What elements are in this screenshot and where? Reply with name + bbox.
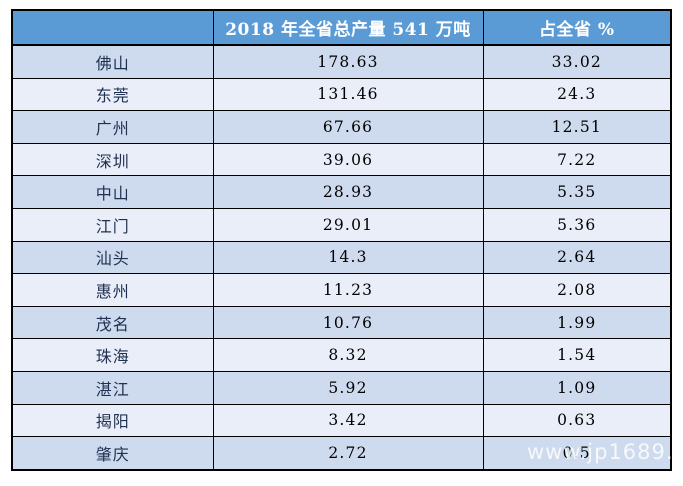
- production-cell: 29.01: [212, 207, 484, 242]
- city-cell: 湛江: [11, 370, 214, 405]
- share-cell: 1.54: [482, 338, 672, 372]
- city-cell: 佛山: [11, 44, 214, 79]
- city-cell: 中山: [11, 175, 214, 209]
- share-cell: 0.5: [482, 436, 672, 471]
- table-row: 揭阳 3.42 0.63: [11, 403, 672, 438]
- share-cell: 5.36: [482, 207, 672, 242]
- table-row: 珠海 8.32 1.54: [11, 338, 672, 372]
- production-cell: 131.46: [212, 77, 484, 112]
- city-cell: 惠州: [11, 273, 214, 307]
- table-row: 深圳 39.06 7.22: [11, 142, 672, 177]
- table-row: 汕头 14.3 2.64: [11, 240, 672, 275]
- table-body: 佛山 178.63 33.02 东莞 131.46 24.3 广州 67.66 …: [11, 44, 672, 471]
- table-row: 江门 29.01 5.36: [11, 207, 672, 242]
- production-cell: 39.06: [212, 142, 484, 177]
- table-row: 肇庆 2.72 0.5: [11, 436, 672, 471]
- header-cell-blank: [11, 9, 214, 46]
- city-cell: 揭阳: [11, 403, 214, 438]
- production-cell: 2.72: [212, 436, 484, 471]
- production-cell: 10.76: [212, 305, 484, 340]
- city-cell: 汕头: [11, 240, 214, 275]
- share-cell: 1.09: [482, 370, 672, 405]
- production-table: 2018 年全省总产量 541 万吨 占全省 % 佛山 178.63 33.02…: [11, 9, 672, 471]
- production-cell: 5.92: [212, 370, 484, 405]
- table-row: 佛山 178.63 33.02: [11, 44, 672, 79]
- header-cell-production: 2018 年全省总产量 541 万吨: [212, 9, 484, 46]
- table-row: 惠州 11.23 2.08: [11, 273, 672, 307]
- city-cell: 肇庆: [11, 436, 214, 471]
- table-row: 湛江 5.92 1.09: [11, 370, 672, 405]
- city-cell: 广州: [11, 110, 214, 144]
- header-cell-share: 占全省 %: [482, 9, 672, 46]
- city-cell: 深圳: [11, 142, 214, 177]
- production-cell: 67.66: [212, 110, 484, 144]
- table-row: 广州 67.66 12.51: [11, 110, 672, 144]
- production-table-container: 2018 年全省总产量 541 万吨 占全省 % 佛山 178.63 33.02…: [11, 9, 672, 471]
- table-header-row: 2018 年全省总产量 541 万吨 占全省 %: [11, 9, 672, 46]
- table-row: 茂名 10.76 1.99: [11, 305, 672, 340]
- production-cell: 3.42: [212, 403, 484, 438]
- table-row: 中山 28.93 5.35: [11, 175, 672, 209]
- production-cell: 178.63: [212, 44, 484, 79]
- share-cell: 2.64: [482, 240, 672, 275]
- share-cell: 5.35: [482, 175, 672, 209]
- table-row: 东莞 131.46 24.3: [11, 77, 672, 112]
- city-cell: 茂名: [11, 305, 214, 340]
- production-cell: 14.3: [212, 240, 484, 275]
- share-cell: 1.99: [482, 305, 672, 340]
- share-cell: 7.22: [482, 142, 672, 177]
- share-cell: 12.51: [482, 110, 672, 144]
- city-cell: 江门: [11, 207, 214, 242]
- share-cell: 24.3: [482, 77, 672, 112]
- share-cell: 0.63: [482, 403, 672, 438]
- production-cell: 8.32: [212, 338, 484, 372]
- share-cell: 33.02: [482, 44, 672, 79]
- production-cell: 28.93: [212, 175, 484, 209]
- production-cell: 11.23: [212, 273, 484, 307]
- city-cell: 东莞: [11, 77, 214, 112]
- share-cell: 2.08: [482, 273, 672, 307]
- city-cell: 珠海: [11, 338, 214, 372]
